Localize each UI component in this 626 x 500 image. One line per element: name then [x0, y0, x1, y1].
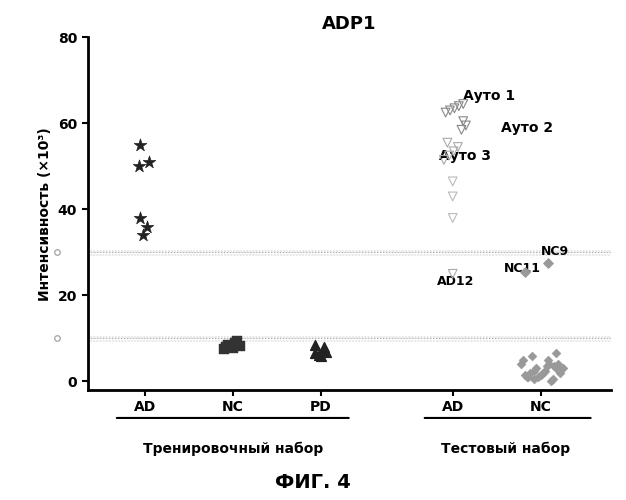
Point: [523, 373, 533, 381]
Text: NC11: NC11: [504, 262, 541, 274]
Point: [518, 356, 528, 364]
Point: [461, 122, 471, 130]
Point: [555, 369, 565, 377]
Point: [543, 356, 553, 364]
Point: [441, 108, 451, 116]
Point: [523, 373, 533, 381]
Point: [516, 360, 526, 368]
Point: [548, 375, 558, 383]
Point: [135, 214, 145, 222]
Point: [219, 345, 229, 353]
Text: Ауто 2: Ауто 2: [501, 121, 553, 135]
Point: [546, 378, 556, 386]
Point: [221, 343, 231, 351]
Point: [553, 360, 563, 368]
Point: [143, 222, 153, 230]
Text: AD12: AD12: [437, 274, 475, 287]
Point: [533, 373, 543, 381]
Point: [536, 371, 546, 379]
Point: [448, 192, 458, 200]
Point: [458, 100, 468, 108]
Text: Тренировочный набор: Тренировочный набор: [143, 442, 323, 456]
Point: [449, 104, 459, 112]
Point: [235, 342, 245, 350]
Point: [448, 270, 458, 278]
Point: [525, 369, 535, 377]
Point: [551, 350, 561, 358]
Point: [543, 259, 553, 267]
Point: [443, 138, 453, 146]
Point: [448, 214, 458, 222]
Point: [520, 371, 530, 379]
Point: [228, 344, 238, 352]
Point: [314, 350, 324, 358]
Point: [530, 366, 540, 374]
Point: [528, 375, 538, 383]
Point: [321, 348, 331, 356]
Point: [223, 341, 233, 349]
Point: [439, 156, 449, 164]
Point: [445, 106, 455, 114]
Point: [448, 178, 458, 186]
Point: [531, 364, 541, 372]
Point: [453, 143, 463, 151]
Y-axis label: Интенсивность (×10³): Интенсивность (×10³): [38, 127, 53, 300]
Point: [230, 338, 240, 346]
Point: [527, 352, 537, 360]
Point: [138, 231, 148, 239]
Point: [444, 152, 454, 160]
Point: [316, 352, 326, 360]
Text: Тестовый набор: Тестовый набор: [441, 442, 570, 456]
Point: [520, 268, 530, 276]
Text: NC9: NC9: [541, 244, 569, 258]
Point: [232, 336, 242, 344]
Point: [541, 362, 552, 370]
Point: [540, 366, 550, 374]
Point: [549, 362, 559, 370]
Point: [449, 148, 459, 156]
Point: [135, 141, 145, 149]
Point: [458, 117, 468, 125]
Point: [545, 360, 555, 368]
Point: [456, 126, 466, 134]
Text: Ауто 3: Ауто 3: [439, 149, 491, 163]
Point: [133, 162, 143, 170]
Point: [558, 364, 568, 372]
Point: [310, 341, 321, 349]
Point: [319, 343, 329, 351]
Point: [310, 350, 321, 358]
Point: [552, 364, 562, 372]
Point: [454, 102, 464, 110]
Title: ADP1: ADP1: [322, 15, 377, 33]
Point: [144, 158, 154, 166]
Text: ФИГ. 4: ФИГ. 4: [275, 474, 351, 492]
Text: Ауто 1: Ауто 1: [463, 88, 515, 102]
Point: [538, 369, 548, 377]
